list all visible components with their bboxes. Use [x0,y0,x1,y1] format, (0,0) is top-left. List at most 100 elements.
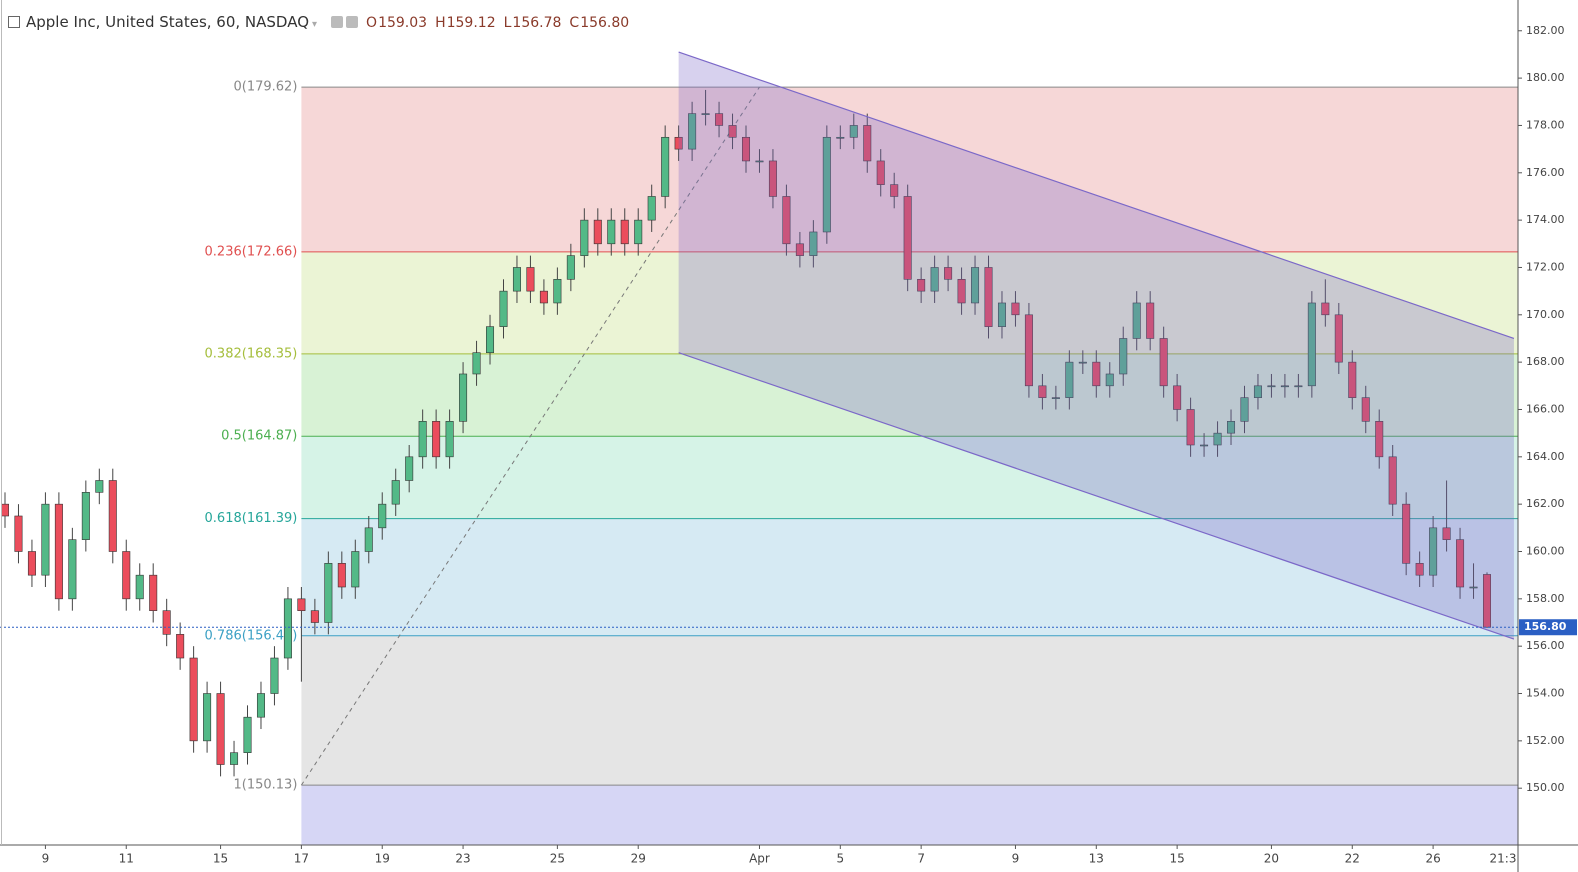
ohlc-value: 159.12 [446,15,496,31]
candle-body [432,421,441,458]
ohlc-name: L [503,15,512,31]
candle-body [1173,385,1182,410]
dropdown-caret[interactable]: ▾ [312,19,318,30]
candle-body [526,267,535,292]
ohlc-value: 159.03 [378,15,428,31]
candle-body [270,657,279,694]
fib-zone [301,635,1518,786]
candle-body [149,574,158,611]
y-tick-label: 178.00 [1526,118,1565,131]
candle-body [1415,563,1424,576]
y-tick-label: 172.00 [1526,260,1565,273]
candle-body [472,352,481,375]
candle-body [553,278,562,304]
ohlc-name: O [366,15,378,31]
candle-body [701,113,710,115]
candle-body [607,219,616,245]
candle-body [593,219,602,245]
time-label: 21:3 [1490,852,1517,866]
candle-body [795,243,804,256]
candle-body [1253,385,1262,398]
candle-body [0,503,10,517]
last-price-tag [1519,619,1577,636]
channel-upper-line [678,51,1515,340]
y-tick-label: 180.00 [1526,71,1565,84]
candle-body [1200,444,1209,447]
candle-body [1280,385,1289,388]
candle-body [1348,361,1357,398]
x-tick-label: 23 [455,852,470,866]
x-tick-label: 29 [631,852,646,866]
symbol-title: Apple Inc, United States, 60, NASDAQ [26,13,310,31]
x-tick-label: 15 [1169,852,1184,866]
candle-body [1321,302,1330,316]
x-tick-label: 15 [213,852,228,866]
candle-body [957,278,966,304]
candle-body [135,574,144,600]
x-tick-label: 9 [42,852,50,866]
y-tick-label: 162.00 [1526,497,1565,510]
fib-level-label: 0.786(156.44) [205,628,298,643]
candle-body [189,657,198,742]
candle-body [1442,527,1451,540]
candle-body [1307,302,1316,387]
candle-body [122,551,131,600]
candle-body [876,160,885,185]
plot-area: 0(179.62) 0.236(172.66) 0.382(168.35) 0.5(1… [0,51,1518,845]
x-tick-label: 7 [917,852,925,866]
candle-body [1388,456,1397,505]
channel-lower-line [678,352,1515,640]
x-tick-label: 5 [836,852,844,866]
candle-body [688,113,697,150]
candle-body [1213,432,1222,446]
y-tick-label: 176.00 [1526,166,1565,179]
y-tick-label: 174.00 [1526,213,1565,226]
y-tick-label: 154.00 [1526,687,1565,700]
candle-body [1402,503,1411,564]
settings-icon[interactable] [346,16,359,28]
candle-body [634,219,643,245]
parallel-channel [678,52,1514,640]
candle-body [944,267,953,280]
candle-body [54,503,63,600]
settings-icon[interactable] [331,16,344,28]
candle-body [391,480,400,505]
candle-body [782,196,791,245]
candle-body [836,136,845,139]
candle-body [512,267,521,292]
x-tick-label: Apr [749,852,770,866]
x-tick-label: 9 [1012,852,1020,866]
candle-body [1429,527,1438,576]
candle-body [647,196,656,221]
candle-body [1132,302,1141,339]
candle-body [1159,338,1168,387]
candle-body [674,136,683,150]
y-tick-label: 156.00 [1526,639,1565,652]
fib-zone [301,436,1518,519]
candle-body [337,563,346,588]
candle-body [1482,574,1492,628]
candle-body [822,136,831,233]
candle-body [566,255,575,280]
candle-body [1227,421,1236,434]
candle-body [849,125,858,138]
fib-level-label: 0.236(172.66) [205,244,298,259]
candle-body [1119,338,1128,375]
ohlc-item: O159.03 [366,15,427,31]
candle-body [81,492,90,540]
candle-body [1267,385,1276,388]
fib-level-label: 0.618(161.39) [205,511,298,526]
candle-body [216,693,225,765]
candle-body [68,539,77,600]
candle-body [95,480,104,493]
candle-body [984,267,993,327]
candle-body [1024,314,1033,387]
y-tick-label: 160.00 [1526,544,1565,557]
collapse-button[interactable] [8,16,20,28]
candle-body [1294,385,1303,388]
candle-body [499,290,508,327]
candle-body [297,598,306,611]
candle-body [917,278,926,292]
candle-body [27,551,36,576]
